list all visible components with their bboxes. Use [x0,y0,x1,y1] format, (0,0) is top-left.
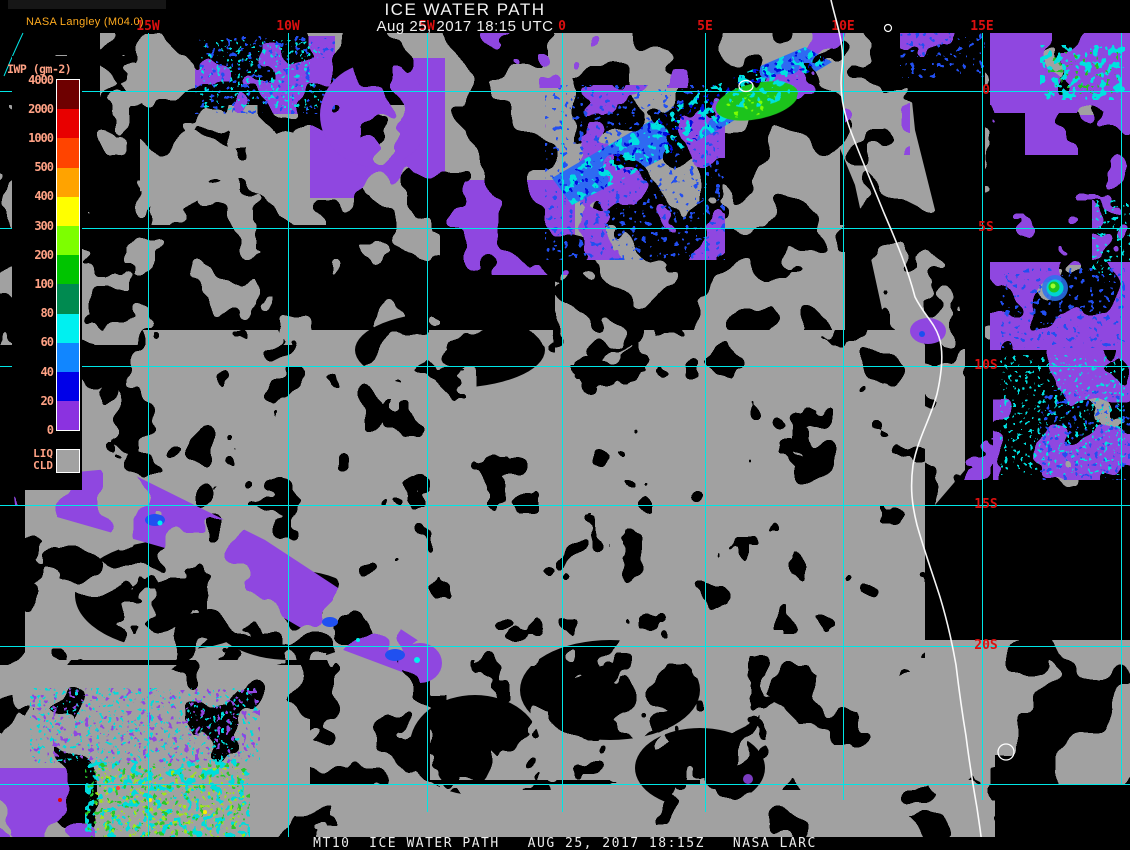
longitude-label: 5W [419,19,435,34]
meridian-line [982,33,983,800]
parallel-line [0,646,1130,647]
colorbar-tick-label: 200 [34,247,54,262]
colorbar-segment [57,109,79,139]
colorbar-segment [57,313,79,343]
colorbar-tick-label: 100 [34,276,54,291]
annotation-circle [997,743,1015,761]
longitude-label: 15W [136,19,160,34]
longitude-label: 5E [697,19,713,34]
latitude-label: 20S [974,638,998,653]
cld-label: CLD [33,459,53,472]
parallel-line [0,366,1130,367]
colorbar-tick-label: 1000 [28,130,54,145]
colorbar-segment [57,284,79,314]
liq-label: LIQ [33,447,53,460]
corner-strip [8,0,166,9]
parallel-line [0,91,1130,92]
colorbar-tick-label: 400 [34,189,54,204]
legend-title: IWP (gm-2) [7,62,72,76]
meridian-line [562,33,563,812]
meridian-line [288,33,289,837]
colorbar-segment [57,80,79,110]
colorbar-segment [57,342,79,372]
coastline [830,0,983,846]
longitude-label: 0 [558,19,566,34]
annotation-circle [883,23,893,33]
colorbar-segment [57,196,79,226]
iwp-legend: IWP (gm-2) 4000 2000 1000 500 400 300 200 100 80… [7,56,82,490]
parallel-line [0,228,1130,229]
colorbar-segment [57,255,79,285]
nasa-langley-credit: NASA Langley (M04.0) [26,16,144,28]
meridian-line [427,33,428,812]
colorbar-segment [57,225,79,256]
colorbar-segment [57,401,79,431]
disk-edge-line [3,32,24,77]
colorbar-tick-label: 40 [40,364,54,379]
parallel-line [0,505,1130,506]
latitude-label: 0 [982,83,990,98]
colorbar-tick-label: 60 [40,335,54,350]
annotation-circle [738,79,754,93]
footer-bar: MT10 ICE WATER PATH AUG 25, 2017 18:15Z … [0,837,1130,850]
green-ice-cell [1042,275,1068,301]
colorbar-tick-label: 80 [40,306,54,321]
meridian-line [843,33,844,800]
colorbar-tick-label: 2000 [28,101,54,116]
colorbar-segment [57,167,79,197]
longitude-label: 10W [276,19,300,34]
parallel-line [0,784,1130,785]
meridian-line [705,33,706,812]
meridian-line [148,33,149,837]
colorbar-tick-label: 4000 [28,72,54,87]
colorbar-segments [56,79,80,432]
latitude-label: 5S [978,220,994,235]
colorbar-segment [57,371,79,402]
colorbar-tick-label: 500 [34,160,54,175]
colorbar-tick-label: 0 [46,422,54,437]
colorbar-tick-label: 300 [34,218,54,233]
colorbar-tick-label: 20 [40,393,54,408]
longitude-label: 15E [970,19,994,34]
liquid-cloud-swatch [56,449,80,473]
ice-cloud-layer [0,33,1130,837]
latitude-label: 10S [974,358,998,373]
meridian-line [1121,33,1122,784]
colorbar-segment [57,138,79,168]
latitude-label: 15S [974,497,998,512]
footer-caption: MT10 ICE WATER PATH AUG 25, 2017 18:15Z … [313,836,817,850]
cloud-gap-layer [25,312,925,808]
